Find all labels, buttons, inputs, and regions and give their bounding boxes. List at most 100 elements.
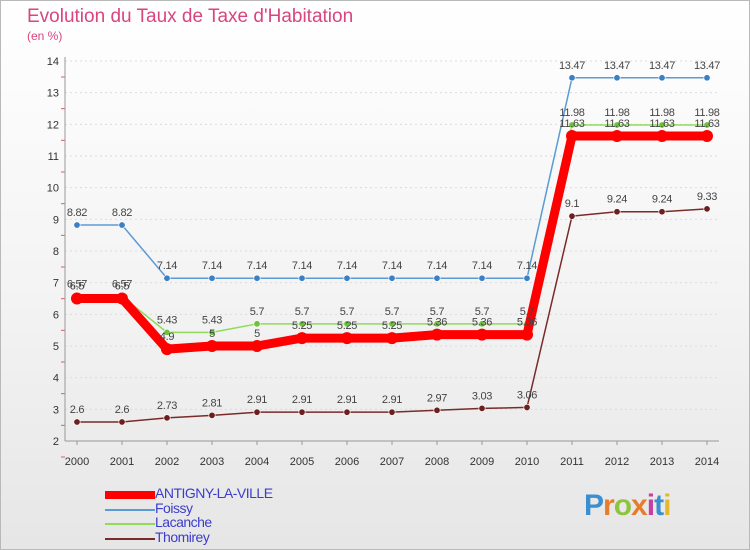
data-label: 5.36: [427, 317, 447, 329]
data-label: 11.63: [604, 118, 629, 130]
logo-letter: P: [584, 489, 604, 522]
legend-label: Lacanche: [155, 514, 212, 530]
data-label: 7.14: [517, 260, 537, 272]
logo-letter: o: [613, 489, 632, 522]
data-label: 2.6: [115, 404, 130, 416]
chart-title: Evolution du Taux de Taxe d'Habitation: [27, 6, 354, 27]
logo-letter: i: [663, 489, 671, 522]
data-point: [163, 414, 171, 422]
y-tick-label: 13: [47, 88, 59, 100]
data-label: 7.14: [202, 260, 222, 272]
data-point: [298, 408, 306, 416]
data-point: [568, 212, 576, 220]
data-point: [431, 328, 443, 341]
data-label: 5.7: [520, 306, 535, 318]
logo-letter: t: [654, 489, 664, 522]
data-label: 13.47: [559, 60, 585, 72]
data-label: 13.47: [694, 60, 720, 72]
data-label: 7.14: [157, 260, 177, 272]
data-point: [343, 320, 351, 328]
data-label: 5.43: [157, 314, 177, 326]
data-label: 5.25: [337, 320, 357, 332]
data-point: [433, 406, 441, 414]
data-point: [478, 274, 486, 282]
data-label: 3.03: [472, 390, 492, 402]
data-label: 8.82: [112, 207, 132, 219]
data-point: [253, 408, 261, 416]
legend-label: Thomirey: [155, 528, 210, 545]
data-label: 11.98: [649, 107, 674, 119]
x-tick-label: 2001: [110, 456, 134, 468]
data-point: [658, 74, 666, 82]
data-label: 6.57: [112, 278, 132, 290]
data-point: [388, 320, 396, 328]
data-point: [343, 274, 351, 282]
y-tick-label: 14: [47, 56, 59, 68]
data-label: 2.91: [247, 394, 267, 406]
data-point: [73, 221, 81, 229]
data-point: [73, 418, 81, 426]
data-label: 11.98: [559, 107, 584, 119]
y-tick-label: 11: [48, 151, 59, 163]
y-tick-label: 3: [53, 404, 59, 416]
data-label: 6.5: [115, 281, 130, 293]
x-tick-label: 2010: [515, 456, 539, 468]
legend-swatch: [105, 508, 155, 511]
data-label: 5.7: [385, 306, 400, 318]
data-label: 11.63: [694, 118, 719, 130]
data-point: [253, 320, 261, 328]
data-label: 5.7: [475, 306, 490, 318]
y-tick-label: 10: [47, 183, 59, 195]
logo-letter: x: [631, 489, 648, 522]
data-label: 2.91: [337, 394, 357, 406]
data-point: [206, 340, 218, 352]
data-label: 5.25: [292, 320, 312, 332]
x-tick-label: 2013: [650, 456, 674, 468]
data-label: 5.7: [340, 306, 355, 318]
data-label: 13.47: [604, 60, 630, 72]
data-point: [703, 121, 711, 129]
data-label: 9.33: [697, 191, 717, 203]
data-point: [568, 121, 576, 129]
data-point: [701, 130, 713, 143]
data-point: [433, 274, 441, 282]
data-point: [71, 292, 83, 305]
data-label: 7.14: [292, 260, 312, 272]
data-point: [163, 274, 171, 282]
logo-letter: i: [646, 489, 655, 522]
y-tick-label: 5: [53, 341, 59, 353]
x-tick-label: 2004: [245, 456, 269, 468]
data-label: 2.81: [202, 397, 222, 409]
x-tick-label: 2005: [290, 456, 314, 468]
data-label: 5: [209, 328, 215, 340]
x-tick-label: 2009: [470, 456, 494, 468]
data-point: [611, 130, 623, 143]
data-label: 5.36: [517, 317, 537, 329]
y-tick-label: 9: [53, 214, 59, 226]
data-label: 9.24: [607, 194, 627, 206]
x-tick-label: 2000: [65, 456, 89, 468]
x-tick-label: 2008: [425, 456, 449, 468]
x-tick-label: 2002: [155, 456, 179, 468]
data-point: [253, 274, 261, 282]
data-point: [118, 418, 126, 426]
data-point: [478, 404, 486, 412]
data-label: 11.63: [649, 118, 674, 130]
data-point: [613, 208, 621, 216]
data-point: [341, 332, 353, 345]
y-tick-label: 7: [53, 278, 59, 290]
data-label: 13.47: [649, 60, 675, 72]
data-label: 6.57: [67, 278, 87, 290]
x-tick-label: 2011: [560, 456, 584, 468]
data-label: 11.98: [694, 107, 719, 119]
x-tick-label: 2003: [200, 456, 224, 468]
data-label: 5: [254, 328, 260, 340]
data-point: [568, 74, 576, 82]
data-point: [613, 74, 621, 82]
legend-swatch: [105, 491, 155, 499]
x-tick-label: 2012: [605, 456, 629, 468]
data-label: 2.91: [382, 394, 402, 406]
data-point: [523, 274, 531, 282]
data-label: 5.25: [382, 320, 402, 332]
data-point: [703, 74, 711, 82]
